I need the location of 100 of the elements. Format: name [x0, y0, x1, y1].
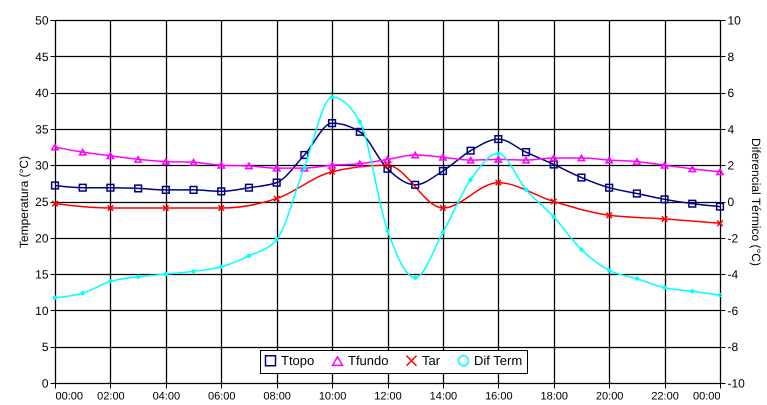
y-tick-label: 5 [42, 340, 49, 354]
point [330, 94, 334, 100]
point [134, 156, 142, 163]
point [411, 180, 420, 189]
point [244, 184, 254, 192]
point [189, 186, 198, 194]
point [273, 195, 280, 202]
x-tick-label: 12:00 [374, 390, 402, 402]
point [328, 162, 336, 169]
point [219, 264, 224, 269]
y2-tick-label: -6 [728, 304, 738, 318]
point [356, 160, 364, 168]
point [439, 154, 447, 161]
point [578, 154, 586, 162]
point [328, 118, 336, 128]
point [634, 276, 640, 281]
point [246, 254, 252, 258]
point [522, 148, 530, 156]
legend-label: Ttopo [281, 352, 314, 368]
x-tick-label: 14:00 [430, 390, 458, 402]
y2-tick-label: -4 [728, 268, 738, 282]
point [108, 279, 113, 284]
y2-axis-title: Diferencial Térmico (°C) [748, 138, 763, 266]
x-tick-label: 00:00 [56, 390, 84, 402]
point [605, 156, 614, 164]
y-tick-label: 30 [35, 158, 49, 173]
point [358, 119, 362, 124]
point [550, 198, 558, 205]
point [496, 151, 500, 156]
point [272, 164, 281, 172]
point [550, 154, 558, 162]
y-axis-title: Temperatura (°C) [17, 156, 32, 248]
point [550, 160, 558, 169]
point [494, 156, 502, 163]
point [413, 276, 418, 280]
y2-tick-label: 2 [728, 158, 734, 173]
point [552, 214, 556, 220]
y2-tick-label: 4 [728, 122, 734, 136]
point [106, 184, 115, 192]
point [385, 228, 390, 233]
point [106, 204, 114, 212]
point [274, 237, 279, 242]
x-tick-label: 08:00 [263, 390, 291, 402]
point [384, 156, 392, 163]
point [605, 184, 614, 192]
point [245, 162, 253, 170]
y-tick-label: 10 [35, 304, 49, 318]
point [50, 181, 60, 190]
point [78, 148, 87, 156]
legend-label: Dif Term [474, 352, 522, 368]
point [690, 289, 694, 294]
y2-tick-label: 6 [728, 86, 734, 100]
y2-tick-label: -10 [728, 376, 746, 390]
y-tick-label: 25 [35, 195, 49, 209]
point [191, 269, 196, 274]
point [411, 152, 420, 159]
point [190, 158, 198, 166]
point [466, 156, 475, 164]
point [606, 212, 613, 219]
y-tick-label: 15 [35, 268, 49, 282]
point [164, 272, 168, 276]
x-tick-label: 10:00 [318, 390, 346, 402]
point [522, 156, 530, 164]
y-tick-label: 45 [35, 50, 49, 64]
y-tick-label: 0 [42, 376, 49, 390]
point [218, 204, 225, 212]
point [632, 158, 641, 166]
point [136, 274, 140, 279]
point [660, 162, 668, 169]
y2-tick-label: 0 [728, 195, 734, 209]
point [440, 230, 446, 235]
y2-tick-label: -8 [728, 340, 738, 354]
point [162, 158, 170, 166]
x-tick-label: 22:00 [651, 390, 679, 402]
point [384, 162, 391, 169]
point [688, 165, 696, 172]
point [579, 247, 584, 252]
point [134, 184, 142, 193]
point [162, 204, 170, 212]
point [439, 204, 446, 212]
legend-label: Tar [422, 352, 441, 368]
point [356, 128, 364, 136]
point [494, 179, 502, 186]
y-tick-label: 40 [35, 86, 49, 100]
point [300, 164, 308, 172]
y-tick-label: 35 [35, 122, 49, 136]
y2-tick-label: 8 [728, 50, 734, 64]
legend-label: Tfundo [348, 353, 388, 368]
point [106, 152, 114, 160]
point [607, 268, 612, 273]
point [300, 150, 308, 160]
point [438, 166, 448, 176]
point [217, 162, 226, 169]
point [468, 178, 473, 182]
point [328, 168, 336, 176]
x-tick-label: 00:00 [692, 390, 720, 402]
point [660, 195, 669, 204]
point [383, 164, 392, 173]
point [51, 144, 59, 151]
point [80, 290, 85, 296]
